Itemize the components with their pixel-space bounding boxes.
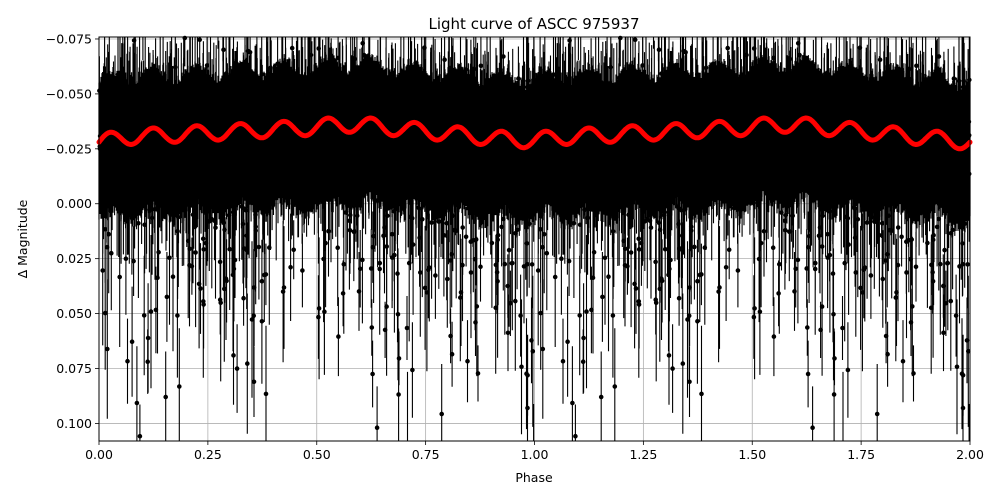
- y-tick-label: −0.025: [46, 141, 92, 156]
- y-tick-label: 0.050: [56, 306, 92, 321]
- x-tick-label: 2.00: [956, 447, 984, 462]
- y-tick-label: −0.050: [46, 86, 92, 101]
- model-fit-curve: [96, 115, 973, 152]
- y-tick-label: 0.000: [56, 196, 92, 211]
- x-tick-label: 0.25: [194, 447, 222, 462]
- x-tick-label: 0.00: [85, 447, 113, 462]
- y-axis-label: Δ Magnitude: [15, 199, 30, 278]
- y-axis-ticks: −0.075 −0.050 −0.025 0.000 0.025 0.050 0.075 0.…: [46, 31, 99, 431]
- y-tick-label: 0.025: [56, 251, 92, 266]
- model-fit-line: [96, 115, 973, 152]
- x-tick-label: 1.00: [521, 447, 549, 462]
- x-tick-label: 1.25: [629, 447, 657, 462]
- x-tick-label: 1.75: [847, 447, 875, 462]
- y-tick-label: −0.075: [46, 31, 92, 46]
- x-axis-ticks: 0.00 0.25 0.50 0.75 1.00 1.25 1.50 1.75 2.00: [85, 441, 984, 462]
- x-axis-label: Phase: [515, 470, 553, 485]
- chart-title: Light curve of ASCC 975937: [429, 15, 640, 33]
- y-tick-label: 0.075: [56, 361, 92, 376]
- x-tick-label: 0.75: [412, 447, 440, 462]
- y-tick-label: 0.100: [56, 416, 92, 431]
- x-tick-label: 1.50: [738, 447, 766, 462]
- x-tick-label: 0.50: [303, 447, 331, 462]
